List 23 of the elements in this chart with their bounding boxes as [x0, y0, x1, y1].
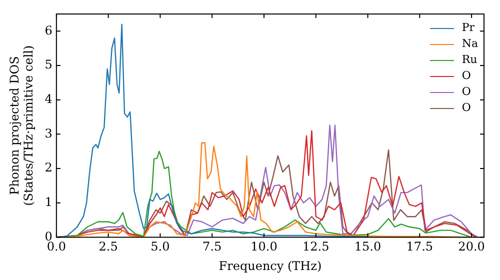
y-tick-label: 6: [44, 23, 52, 38]
x-tick-label: 7.5: [202, 240, 222, 254]
x-tick-label: 10.0: [250, 240, 278, 254]
x-tick-label: 5.0: [150, 240, 170, 254]
x-tick-label: 12.5: [302, 240, 330, 254]
legend-label: O: [462, 100, 471, 116]
y-axis-title: Phonon projected DOS (States/THz·primitive cell): [7, 45, 36, 206]
x-tick-label: 17.5: [406, 240, 434, 254]
x-axis-title: Frequency (THz): [218, 258, 322, 273]
x-tick-label: 20.0: [458, 240, 485, 254]
y-tick-label: 2: [44, 160, 52, 175]
legend-label: O: [462, 68, 471, 84]
legend-label: Ru: [462, 52, 478, 68]
y-tick-label: 3: [44, 126, 52, 140]
x-tick-label: 15.0: [354, 240, 382, 254]
y-tick-label: 4: [44, 92, 53, 106]
x-tick-label: 2.5: [98, 240, 118, 254]
y-tick-label: 1: [44, 194, 52, 209]
legend-label: Pr: [462, 20, 474, 36]
legend-label: O: [462, 84, 471, 100]
legend-label: Na: [462, 36, 478, 52]
y-tick-label: 5: [44, 58, 52, 72]
x-tick-label: 0.0: [46, 240, 66, 254]
